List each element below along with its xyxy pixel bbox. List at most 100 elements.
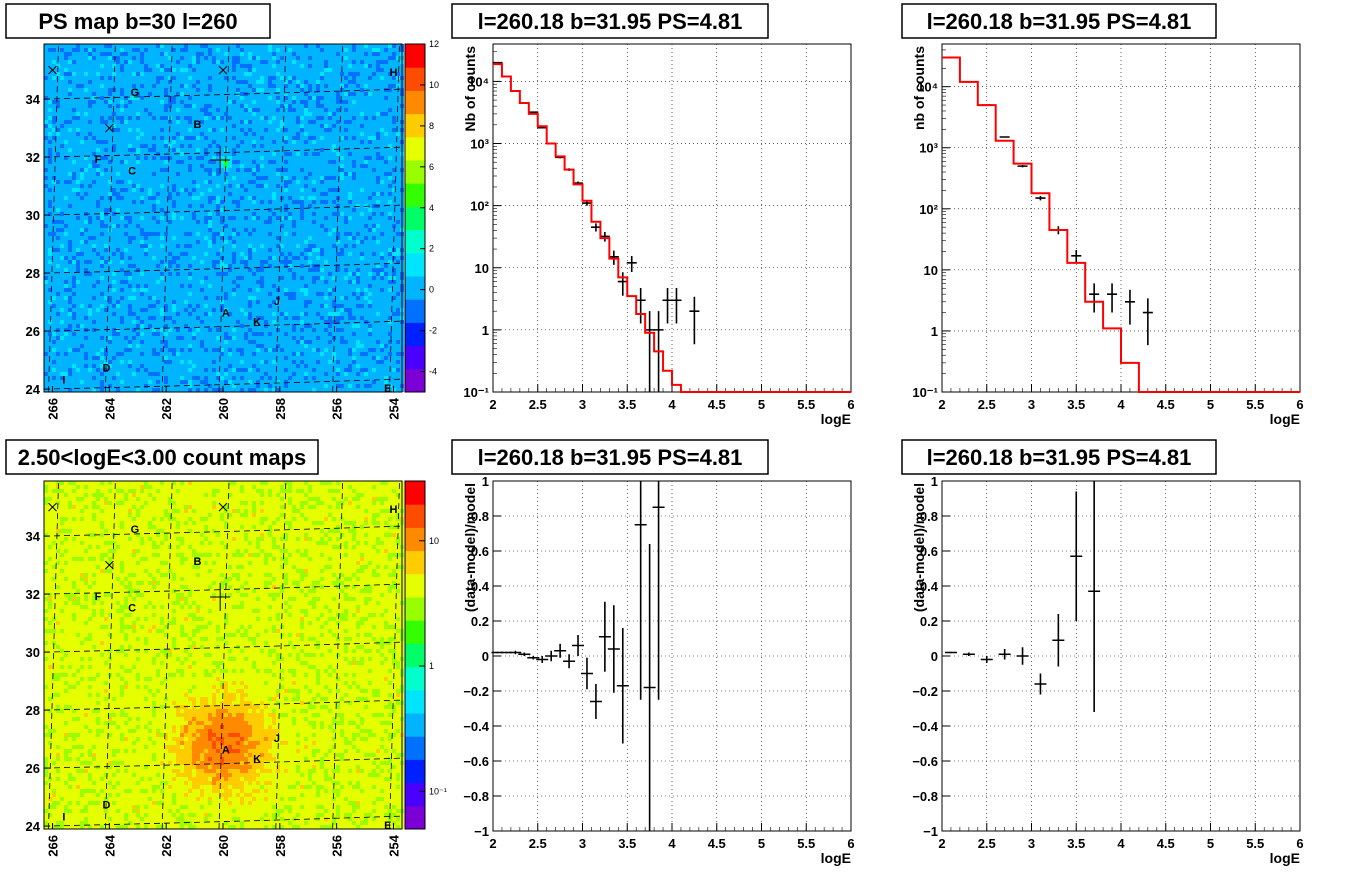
heatmap-cell <box>128 248 132 252</box>
heatmap-cell <box>288 120 292 124</box>
heatmap-cell <box>368 140 372 144</box>
heatmap-cell <box>380 232 384 236</box>
heatmap-cell <box>112 136 116 140</box>
heatmap-cell <box>312 196 316 200</box>
heatmap-cell <box>204 80 208 84</box>
heatmap-cell <box>212 68 216 72</box>
heatmap-cell <box>184 132 188 136</box>
heatmap-cell <box>396 168 400 172</box>
heatmap-cell <box>156 124 160 128</box>
heatmap-cell <box>236 64 240 68</box>
heatmap-cell <box>256 212 260 216</box>
heatmap-cell <box>236 160 240 164</box>
heatmap-cell <box>196 244 200 248</box>
heatmap-cell <box>388 120 392 124</box>
heatmap-cell <box>160 156 164 160</box>
heatmap-cell <box>228 132 232 136</box>
heatmap-cell <box>300 224 304 228</box>
heatmap-cell <box>216 92 220 96</box>
heatmap-cell <box>280 56 284 60</box>
heatmap-cell <box>136 124 140 128</box>
heatmap-cell <box>316 128 320 132</box>
heatmap-cell <box>288 136 292 140</box>
heatmap-cell <box>124 64 128 68</box>
heatmap-cell <box>204 144 208 148</box>
heatmap-cell <box>316 100 320 104</box>
heatmap-cell <box>156 188 160 192</box>
heatmap-cell <box>220 100 224 104</box>
heatmap-cell <box>120 124 124 128</box>
heatmap-cell <box>308 224 312 228</box>
heatmap-cell <box>384 44 388 48</box>
heatmap-cell <box>344 224 348 228</box>
heatmap-cell <box>308 164 312 168</box>
heatmap-cell <box>248 252 252 256</box>
heatmap-cell <box>132 236 136 240</box>
heatmap-cell <box>88 264 92 268</box>
heatmap-cell <box>304 112 308 116</box>
heatmap-cell <box>76 236 80 240</box>
heatmap-cell <box>128 260 132 264</box>
heatmap-cell <box>92 44 96 48</box>
heatmap-cell <box>316 176 320 180</box>
heatmap-cell <box>164 212 168 216</box>
heatmap-cell <box>236 56 240 60</box>
heatmap-cell <box>104 220 108 224</box>
heatmap-cell <box>348 204 352 208</box>
heatmap-cell <box>252 220 256 224</box>
heatmap-cell <box>72 132 76 136</box>
heatmap-cell <box>80 60 84 64</box>
heatmap-cell <box>320 236 324 240</box>
heatmap-cell <box>136 256 140 260</box>
heatmap-cell <box>312 232 316 236</box>
heatmap-cell <box>284 252 288 256</box>
heatmap-cell <box>324 232 328 236</box>
heatmap-cell <box>376 148 380 152</box>
heatmap-cell <box>60 172 64 176</box>
heatmap-cell <box>96 256 100 260</box>
heatmap-cell <box>56 168 60 172</box>
heatmap-cell <box>124 80 128 84</box>
heatmap-cell <box>124 252 128 256</box>
heatmap-cell <box>260 84 264 88</box>
heatmap-cell <box>240 60 244 64</box>
heatmap-cell <box>384 124 388 128</box>
heatmap-cell <box>128 92 132 96</box>
heatmap-cell <box>356 184 360 188</box>
heatmap-cell <box>256 216 260 220</box>
heatmap-cell <box>348 192 352 196</box>
heatmap-cell <box>228 84 232 88</box>
heatmap-cell <box>252 232 256 236</box>
heatmap-cell <box>56 44 60 48</box>
heatmap-cell <box>352 124 356 128</box>
heatmap-cell <box>96 168 100 172</box>
heatmap-cell <box>104 100 108 104</box>
heatmap-cell <box>184 196 188 200</box>
heatmap-cell <box>372 248 376 252</box>
heatmap-cell <box>308 228 312 232</box>
heatmap-cell <box>292 188 296 192</box>
heatmap-cell <box>284 92 288 96</box>
heatmap-cell <box>160 204 164 208</box>
heatmap-cell <box>120 92 124 96</box>
heatmap-cell <box>104 84 108 88</box>
heatmap-cell <box>244 196 248 200</box>
heatmap-cell <box>384 56 388 60</box>
heatmap-cell <box>64 64 68 68</box>
heatmap-cell <box>276 116 280 120</box>
heatmap-cell <box>332 212 336 216</box>
heatmap-cell <box>244 120 248 124</box>
heatmap-cell <box>72 252 76 256</box>
heatmap-cell <box>92 116 96 120</box>
heatmap-cell <box>320 68 324 72</box>
heatmap-cell <box>344 140 348 144</box>
heatmap-cell <box>372 140 376 144</box>
heatmap-cell <box>344 44 348 48</box>
heatmap-cell <box>204 184 208 188</box>
heatmap-cell <box>64 132 68 136</box>
heatmap-cell <box>224 68 228 72</box>
heatmap-cell <box>76 140 80 144</box>
heatmap-cell <box>356 216 360 220</box>
heatmap-cell <box>264 124 268 128</box>
heatmap-cell <box>364 56 368 60</box>
